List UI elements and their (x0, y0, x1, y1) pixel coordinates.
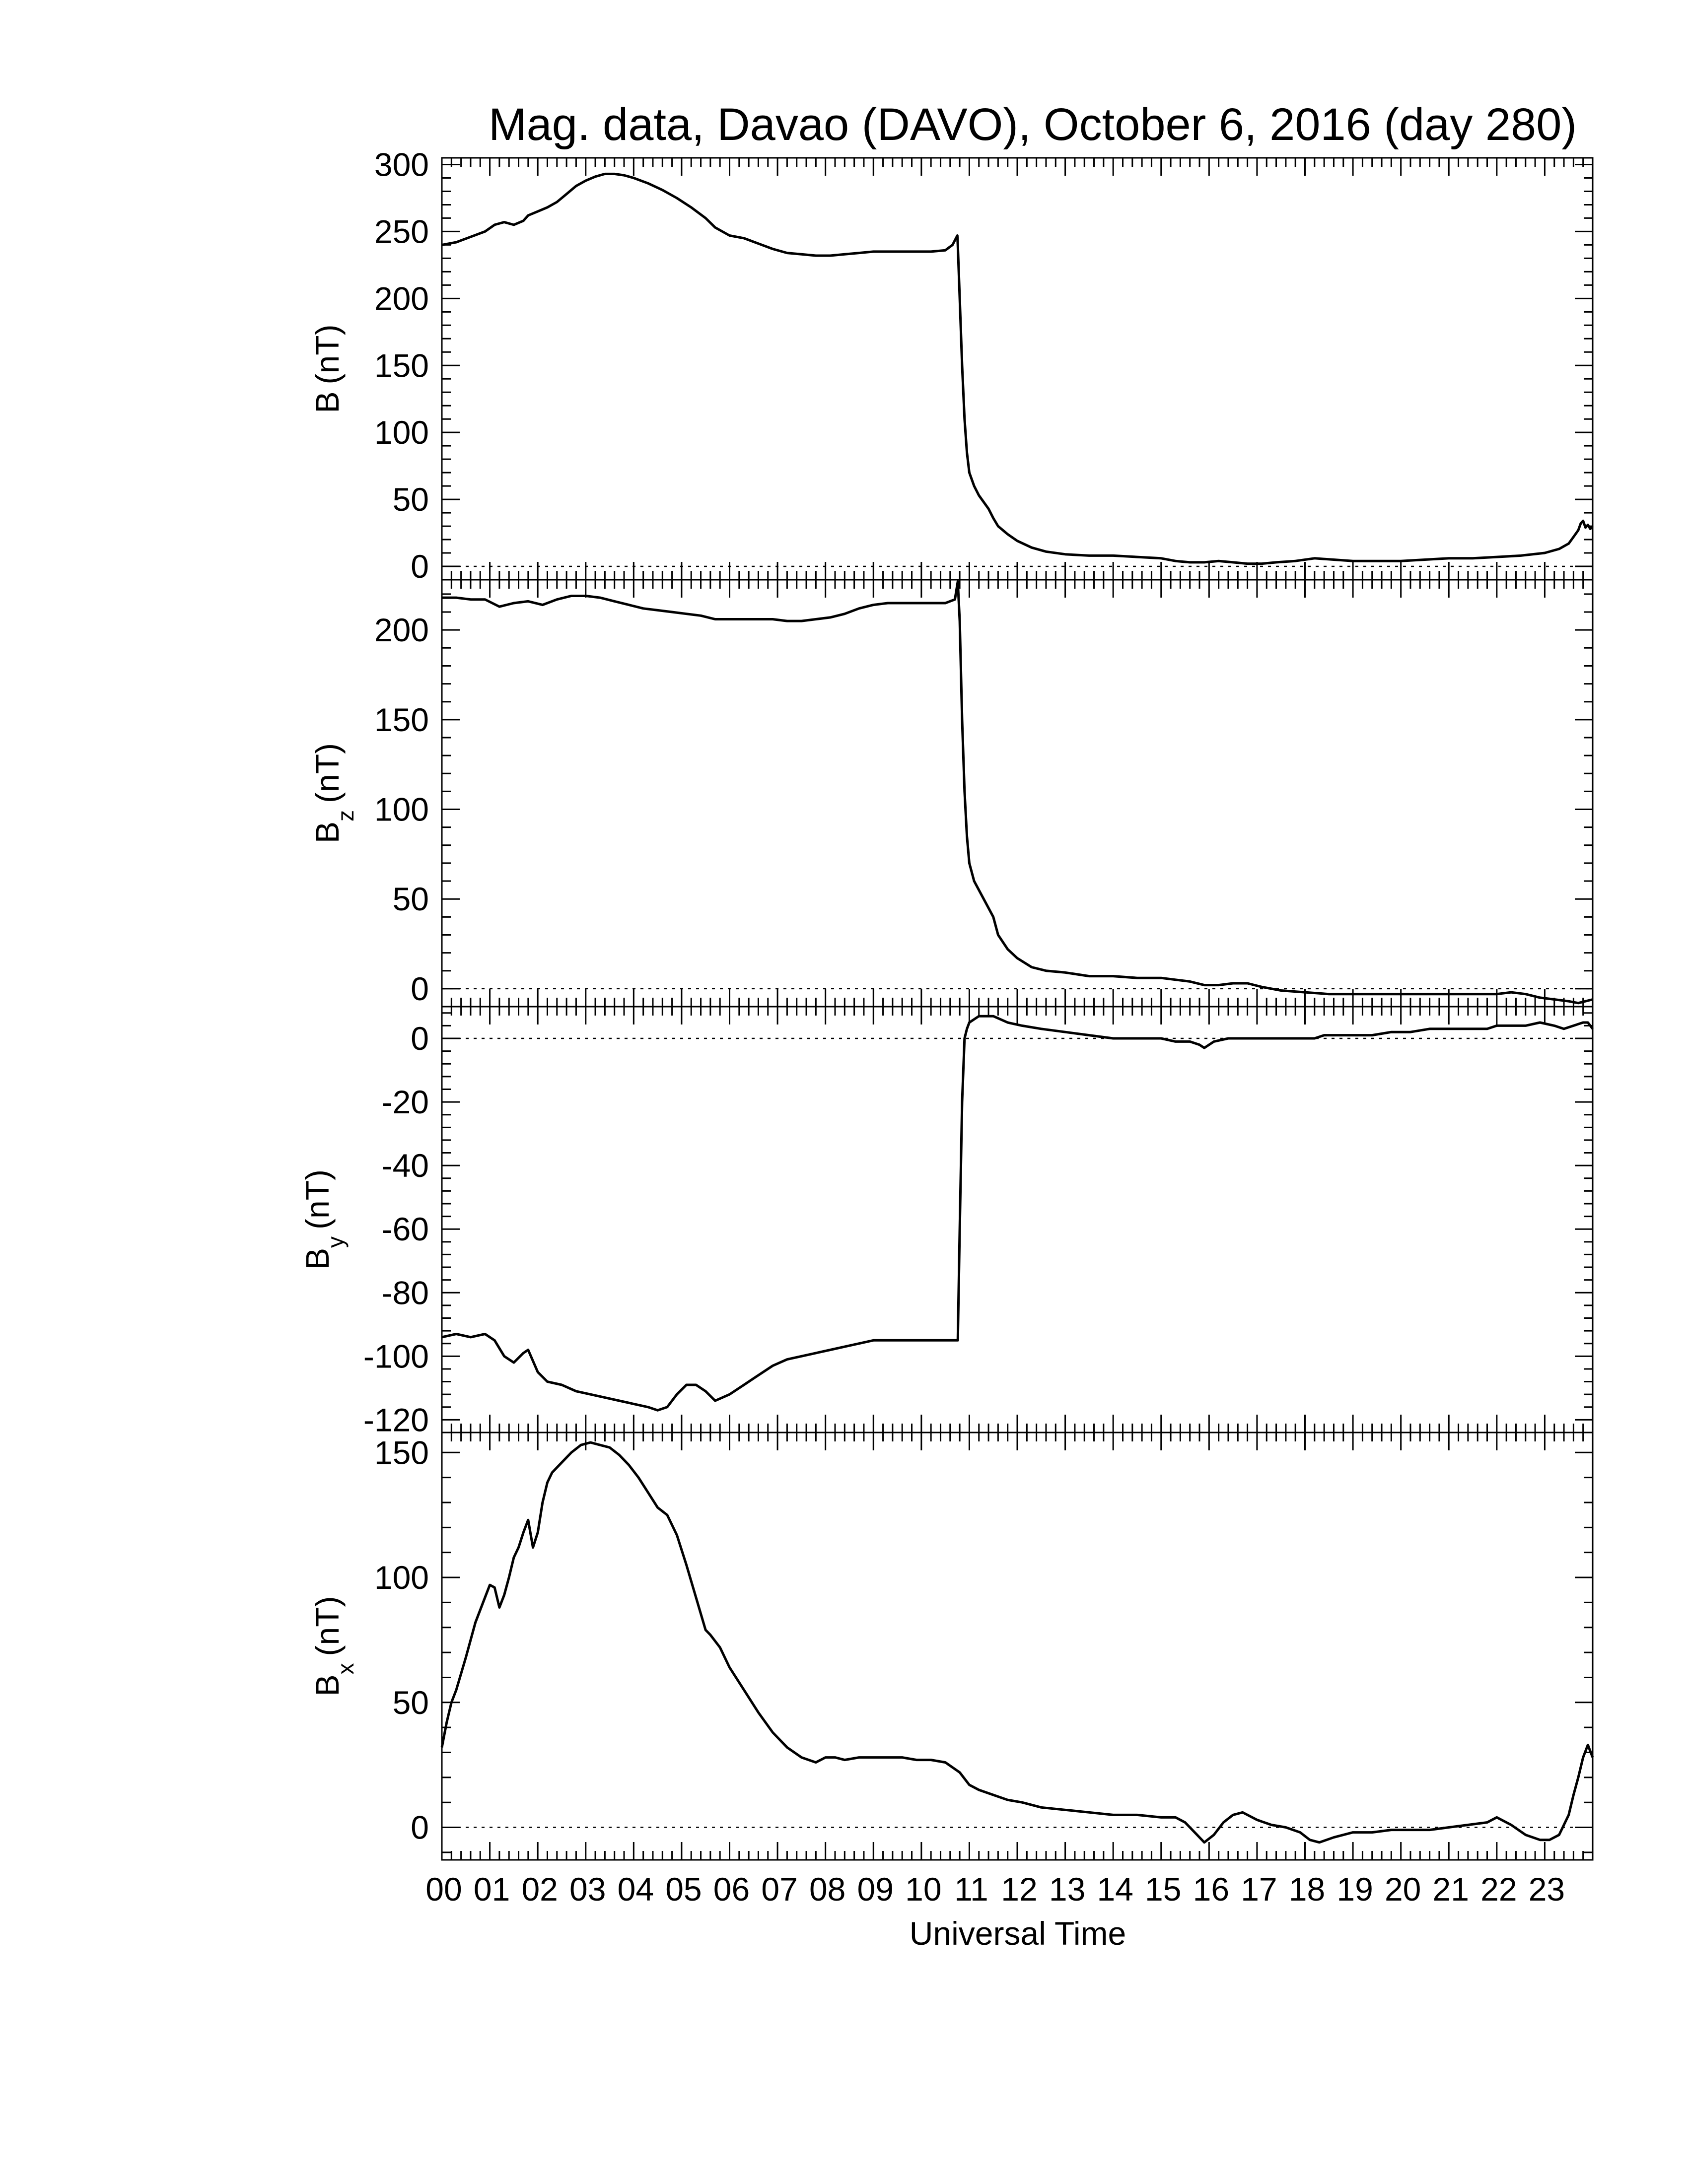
y-tick-label: 100 (374, 414, 429, 451)
x-tick-label: 07 (761, 1871, 797, 1908)
x-tick-label: 02 (521, 1871, 558, 1908)
series-line-B (441, 172, 1594, 565)
y-tick-label: 150 (374, 701, 429, 738)
x-tick-label: 13 (1049, 1871, 1085, 1908)
x-tick-label: 03 (569, 1871, 606, 1908)
x-tick-label: 12 (1001, 1871, 1037, 1908)
x-tick-label: 05 (665, 1871, 702, 1908)
chart-title: Mag. data, Davao (DAVO), October 6, 2016… (489, 99, 1577, 150)
y-tick-label: 50 (393, 1684, 429, 1721)
y-axis-label-B: B (nT) (309, 324, 346, 413)
x-tick-label: 01 (474, 1871, 510, 1908)
x-tick-label: 23 (1529, 1871, 1565, 1908)
y-tick-label: -60 (382, 1211, 429, 1247)
panel-frame (441, 1006, 1594, 1433)
y-tick-label: 0 (411, 1809, 429, 1846)
series-line-By (441, 1015, 1594, 1412)
series-line-Bx (440, 1441, 1594, 1844)
x-tick-label: 06 (713, 1871, 750, 1908)
y-tick-label: 200 (374, 280, 429, 317)
y-axis-label-symbol: B (309, 391, 346, 413)
y-tick-label: 0 (411, 1020, 429, 1057)
x-tick-label: 14 (1097, 1871, 1133, 1908)
y-axis-label-unit: (nT) (309, 324, 346, 384)
y-tick-label: 100 (374, 791, 429, 828)
y-axis-label-symbol: B (309, 1674, 346, 1696)
y-tick-label: 50 (393, 881, 429, 917)
y-tick-label: -100 (363, 1338, 429, 1374)
x-tick-label: 20 (1385, 1871, 1421, 1908)
y-axis-label-unit: (nT) (309, 743, 346, 803)
x-tick-label: 10 (905, 1871, 941, 1908)
y-axis-label-symbol: B (309, 821, 346, 843)
y-tick-label: -80 (382, 1274, 429, 1311)
y-tick-label: -20 (382, 1084, 429, 1120)
y-tick-label: 150 (374, 1434, 429, 1471)
panel-Bx: 0 50 100 150 Bx (nT) (309, 1432, 1594, 1861)
x-tick-label: 19 (1336, 1871, 1373, 1908)
y-tick-label: 250 (374, 213, 429, 250)
y-tick-label: 50 (393, 481, 429, 518)
panel-frame (441, 579, 1594, 1008)
panel-By: 0 -20 -40 -60 -80 -100 -120 By (nT) (299, 1006, 1594, 1438)
y-tick-label: -120 (363, 1401, 429, 1438)
x-tick-label: 00 (425, 1871, 462, 1908)
y-tick-label: 150 (374, 347, 429, 384)
x-axis-label: Universal Time (910, 1915, 1126, 1952)
x-tick-label: 08 (809, 1871, 845, 1908)
x-tick-label: 16 (1193, 1871, 1229, 1908)
x-tick-label: 18 (1289, 1871, 1325, 1908)
x-axis-tick-labels: 00 01 02 03 04 05 06 07 08 09 10 11 12 13 14 15 16 17 18 19… (425, 1871, 1565, 1908)
y-tick-label: 0 (411, 548, 429, 585)
y-axis-label-subscript: y (323, 1236, 349, 1248)
y-axis-label-subscript: x (333, 1663, 358, 1674)
y-tick-label: 0 (411, 970, 429, 1007)
x-tick-label: 22 (1480, 1871, 1517, 1908)
y-axis-label-Bx: Bx (nT) (309, 1596, 358, 1696)
y-axis-label-By: By (nT) (299, 1169, 349, 1270)
x-tick-label: 15 (1145, 1871, 1181, 1908)
series-line-Bz (442, 580, 1593, 1005)
y-tick-label: 100 (374, 1559, 429, 1596)
x-tick-label: 09 (857, 1871, 894, 1908)
y-axis-label-unit: (nT) (309, 1596, 346, 1656)
panel-frame (441, 1432, 1594, 1861)
x-tick-label: 21 (1433, 1871, 1469, 1908)
y-axis-label-symbol: B (299, 1248, 336, 1270)
y-axis-label-unit: (nT) (299, 1169, 336, 1229)
panels: 0 50 100 150 200 250 300 B (nT) 0 50 100 150 200 Bz (nT… (299, 146, 1594, 1861)
x-tick-label: 17 (1241, 1871, 1277, 1908)
panel-B: 0 50 100 150 200 250 300 B (nT) (309, 146, 1594, 585)
y-tick-label: 200 (374, 612, 429, 648)
y-axis-label-subscript: z (333, 810, 358, 821)
y-axis-label-Bz: Bz (nT) (309, 743, 358, 843)
y-tick-label: 300 (374, 146, 429, 183)
x-tick-label: 04 (618, 1871, 654, 1908)
panel-Bz: 0 50 100 150 200 Bz (nT) (309, 579, 1594, 1008)
panel-frame (441, 157, 1594, 581)
y-tick-label: -40 (382, 1147, 429, 1184)
x-tick-label: 11 (954, 1871, 988, 1908)
